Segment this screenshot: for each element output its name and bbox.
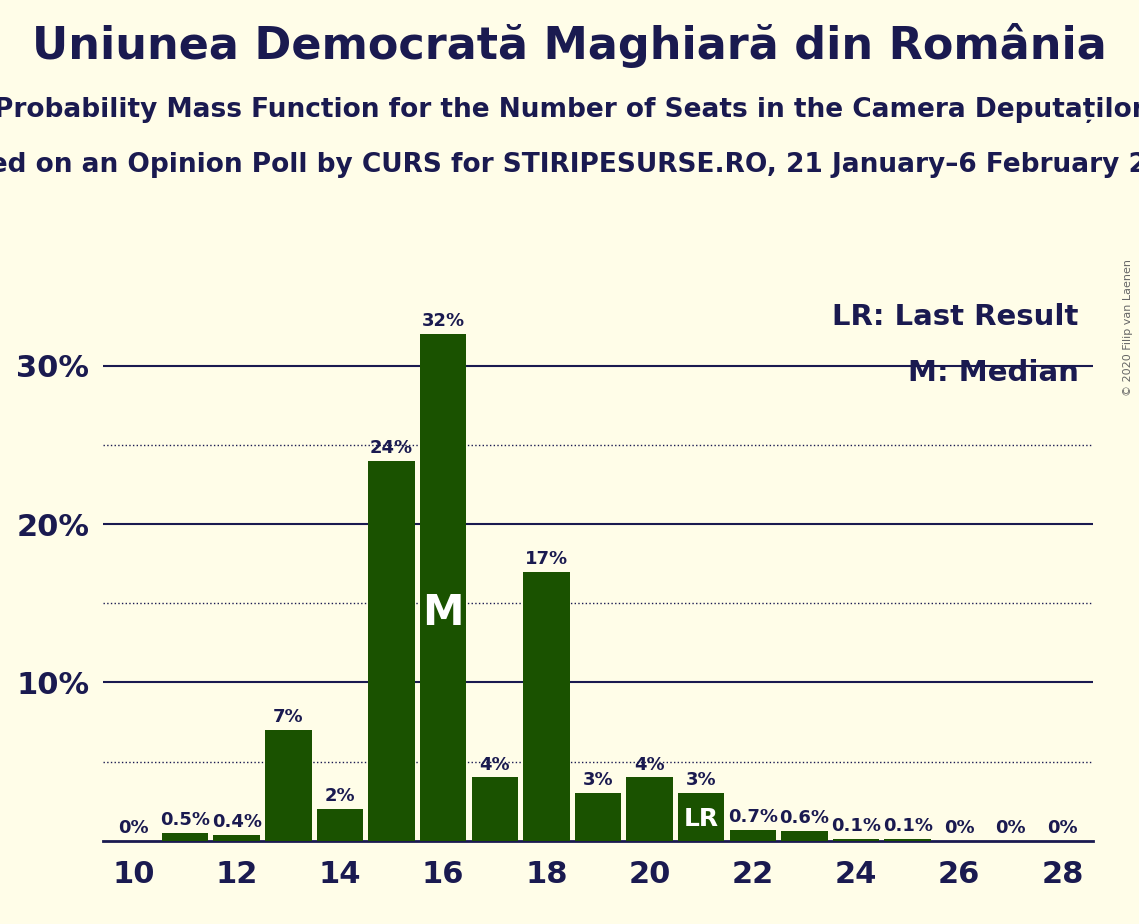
Bar — [368, 461, 415, 841]
Text: 0.5%: 0.5% — [161, 811, 210, 829]
Bar — [575, 794, 621, 841]
Bar — [265, 730, 312, 841]
Bar — [472, 777, 518, 841]
Text: 0.1%: 0.1% — [831, 818, 882, 835]
Text: 0.1%: 0.1% — [883, 818, 933, 835]
Text: LR: Last Result: LR: Last Result — [833, 303, 1079, 331]
Text: 7%: 7% — [273, 708, 304, 726]
Bar — [317, 809, 363, 841]
Bar — [523, 572, 570, 841]
Text: 0.6%: 0.6% — [779, 809, 829, 827]
Bar — [730, 830, 776, 841]
Bar — [162, 833, 208, 841]
Bar — [420, 334, 466, 841]
Text: 0.7%: 0.7% — [728, 808, 778, 826]
Text: © 2020 Filip van Laenen: © 2020 Filip van Laenen — [1123, 259, 1133, 395]
Text: Based on an Opinion Poll by CURS for STIRIPESURSE.RO, 21 January–6 February 2019: Based on an Opinion Poll by CURS for STI… — [0, 152, 1139, 178]
Text: 0%: 0% — [995, 819, 1026, 837]
Text: 0%: 0% — [944, 819, 975, 837]
Text: 0.4%: 0.4% — [212, 812, 262, 831]
Text: 2%: 2% — [325, 787, 355, 805]
Bar — [884, 839, 931, 841]
Text: 32%: 32% — [421, 312, 465, 330]
Text: 0%: 0% — [1047, 819, 1077, 837]
Text: 4%: 4% — [634, 756, 665, 773]
Bar — [833, 839, 879, 841]
Text: 24%: 24% — [370, 439, 413, 456]
Bar — [213, 834, 260, 841]
Bar — [678, 794, 724, 841]
Text: 4%: 4% — [480, 756, 510, 773]
Text: 3%: 3% — [686, 772, 716, 789]
Text: LR: LR — [683, 808, 719, 832]
Text: Probability Mass Function for the Number of Seats in the Camera Deputaților: Probability Mass Function for the Number… — [0, 97, 1139, 123]
Bar — [626, 777, 673, 841]
Text: M: Median: M: Median — [908, 359, 1079, 386]
Text: 3%: 3% — [583, 772, 613, 789]
Bar — [781, 832, 828, 841]
Text: M: M — [423, 591, 464, 634]
Text: 17%: 17% — [525, 550, 568, 567]
Text: Uniunea Democrată Maghiară din România: Uniunea Democrată Maghiară din România — [32, 23, 1107, 68]
Text: 0%: 0% — [118, 819, 149, 837]
